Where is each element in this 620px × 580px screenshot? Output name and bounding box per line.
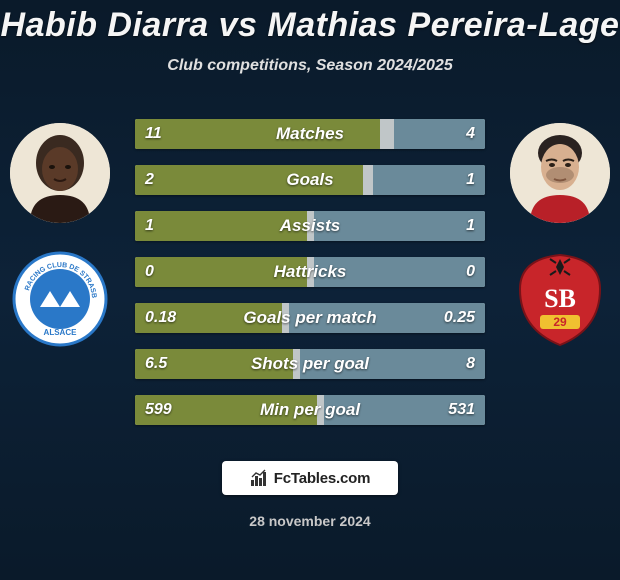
svg-text:29: 29 xyxy=(553,315,567,329)
stat-value-left: 11 xyxy=(145,119,162,149)
brand-badge: FcTables.com xyxy=(222,461,398,495)
brand-text: FcTables.com xyxy=(274,470,371,487)
stat-value-left: 6.5 xyxy=(145,349,167,379)
stat-label: Goals per match xyxy=(135,303,485,333)
stat-row: Goals per match0.18 0.25 xyxy=(135,303,485,333)
stat-value-right: 0.25 xyxy=(444,303,475,333)
svg-text:ALSACE: ALSACE xyxy=(44,328,78,337)
stat-row: Matches11 4 xyxy=(135,119,485,149)
stat-value-left: 2 xyxy=(145,165,154,195)
player-right-avatar xyxy=(510,123,610,223)
page-title: Habib Diarra vs Mathias Pereira-Lage xyxy=(0,0,620,45)
stat-value-left: 0 xyxy=(145,257,154,287)
stat-row: Shots per goal6.5 8 xyxy=(135,349,485,379)
club-left-crest: RACING CLUB DE STRASBOURG ALSACE xyxy=(10,249,110,349)
svg-text:SB: SB xyxy=(544,284,576,313)
comparison-content: RACING CLUB DE STRASBOURG ALSACE SB 29 M… xyxy=(0,105,620,445)
stat-value-left: 0.18 xyxy=(145,303,176,333)
stat-label: Matches xyxy=(135,119,485,149)
brand-icon xyxy=(250,469,268,487)
stat-label: Min per goal xyxy=(135,395,485,425)
stat-row: Hattricks0 0 xyxy=(135,257,485,287)
player-left-avatar xyxy=(10,123,110,223)
stat-row: Min per goal599 531 xyxy=(135,395,485,425)
stat-label: Assists xyxy=(135,211,485,241)
subtitle: Club competitions, Season 2024/2025 xyxy=(0,57,620,75)
stat-bars: Matches114Goals21Assists11Hattricks00Goa… xyxy=(135,119,485,441)
stat-value-left: 1 xyxy=(145,211,154,241)
stat-value-left: 599 xyxy=(145,395,172,425)
stat-row: Assists1 1 xyxy=(135,211,485,241)
stat-value-right: 0 xyxy=(466,257,475,287)
stat-value-right: 4 xyxy=(466,119,475,149)
club-right-crest: SB 29 xyxy=(510,249,610,349)
date-label: 28 november 2024 xyxy=(0,513,620,529)
stat-row: Goals2 1 xyxy=(135,165,485,195)
stat-value-right: 1 xyxy=(466,165,475,195)
stat-label: Goals xyxy=(135,165,485,195)
stat-value-right: 531 xyxy=(448,395,475,425)
stat-label: Hattricks xyxy=(135,257,485,287)
stat-label: Shots per goal xyxy=(135,349,485,379)
stat-value-right: 8 xyxy=(466,349,475,379)
stat-value-right: 1 xyxy=(466,211,475,241)
